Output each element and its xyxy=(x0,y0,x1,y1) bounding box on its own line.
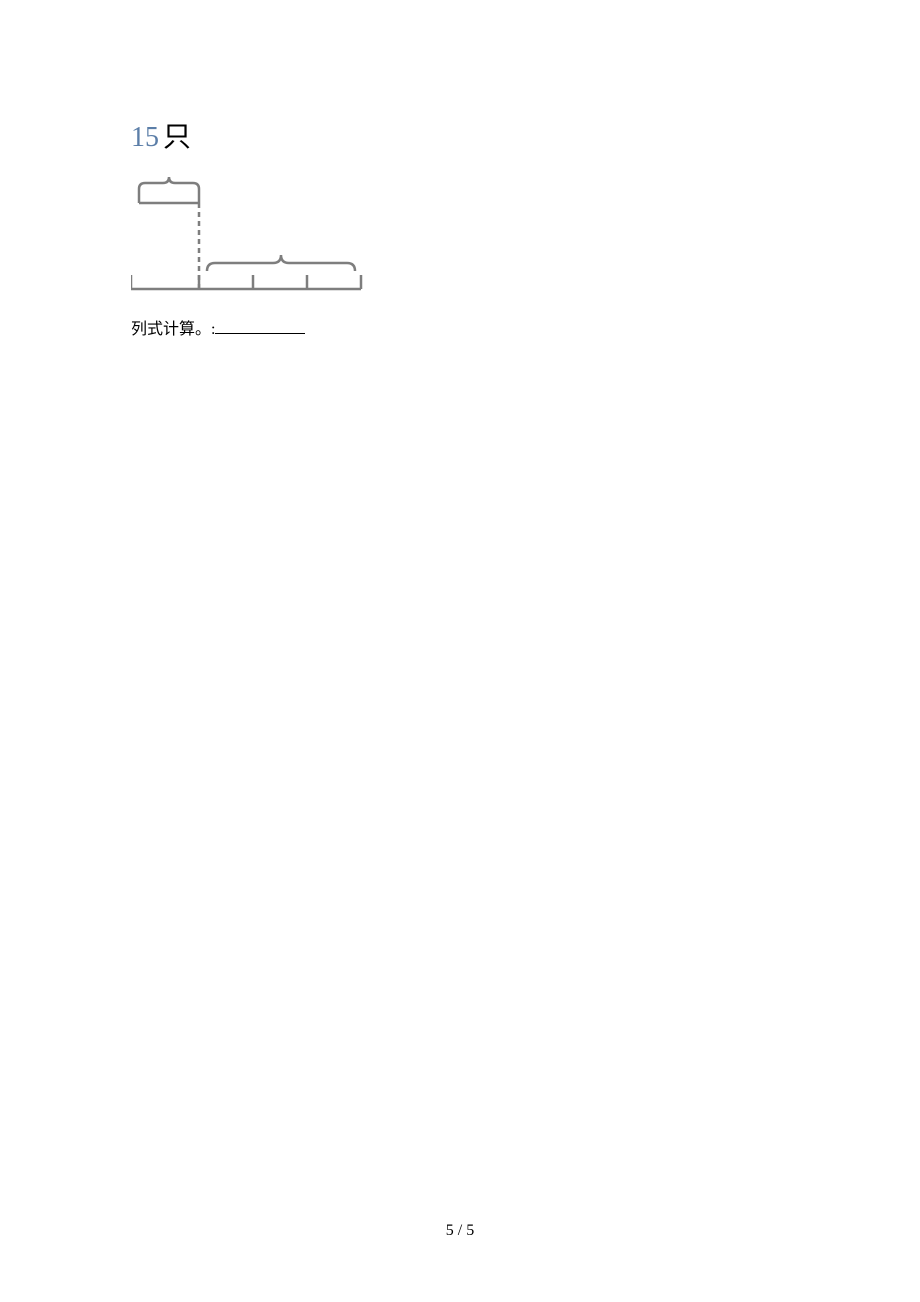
page-total: 5 xyxy=(466,1222,474,1239)
label-unit: 只 xyxy=(163,122,191,153)
prompt-line: 列式计算。: xyxy=(131,315,391,339)
answer-blank[interactable] xyxy=(215,333,305,334)
page-number: 5 / 5 xyxy=(0,1222,920,1240)
bracket-diagram xyxy=(131,163,391,303)
diagram-svg xyxy=(131,163,391,303)
top-label: 15只 xyxy=(131,115,391,155)
page-current: 5 xyxy=(446,1222,454,1239)
label-number: 15 xyxy=(131,122,159,153)
prompt-text: 列式计算。: xyxy=(131,321,215,338)
worksheet-content: 15只 列式计算。: xyxy=(131,115,391,339)
